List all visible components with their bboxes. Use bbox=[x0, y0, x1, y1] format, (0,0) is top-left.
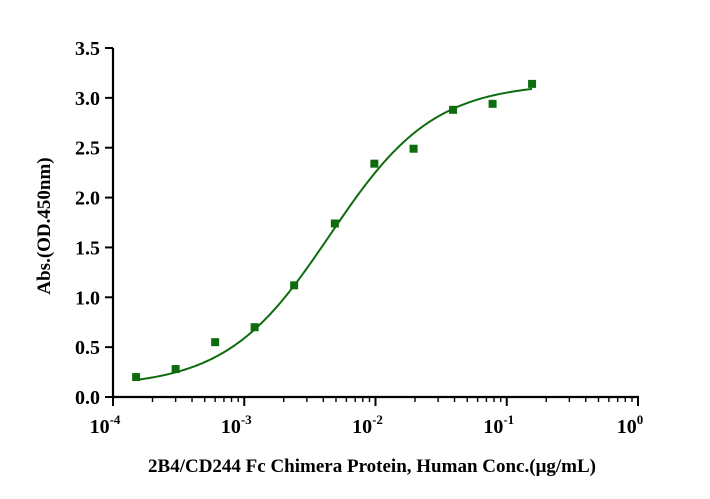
data-point bbox=[171, 365, 180, 374]
x-tick-label: 10-1 bbox=[483, 412, 514, 438]
data-point bbox=[211, 338, 220, 347]
axes: 0.0 0.5 1.0 1.5 2.0 2.5 3.0 3.5 10-4 10-3 10-2 10-1… bbox=[75, 38, 643, 438]
x-tick-label: 10-2 bbox=[352, 412, 383, 438]
x-axis-title: 2B4/CD244 Fc Chimera Protein, Human Conc… bbox=[148, 456, 596, 477]
data-point bbox=[488, 99, 497, 108]
y-tick-label: 1.0 bbox=[75, 287, 100, 309]
y-tick-label: 0.0 bbox=[75, 387, 100, 409]
fit-curve-layer bbox=[135, 87, 533, 381]
x-tick-label: 100 bbox=[617, 412, 644, 438]
y-axis-title: Abs.(OD.450nm) bbox=[34, 157, 55, 294]
data-point bbox=[330, 219, 339, 228]
data-point bbox=[409, 144, 418, 153]
data-point bbox=[290, 281, 299, 290]
data-point bbox=[132, 373, 141, 382]
x-tick-label: 10-3 bbox=[221, 412, 252, 438]
y-tick-label: 2.5 bbox=[75, 138, 100, 160]
data-point bbox=[449, 105, 458, 114]
data-point bbox=[370, 159, 379, 168]
y-tick-label: 3.5 bbox=[75, 38, 100, 60]
data-point bbox=[250, 323, 259, 332]
data-point bbox=[528, 79, 537, 88]
fit-curve bbox=[135, 87, 533, 381]
y-tick-label: 1.5 bbox=[75, 237, 100, 259]
x-tick-label: 10-4 bbox=[90, 412, 121, 438]
data-points bbox=[132, 79, 537, 382]
y-tick-label: 0.5 bbox=[75, 337, 100, 359]
y-tick-label: 2.0 bbox=[75, 188, 100, 210]
y-tick-label: 3.0 bbox=[75, 88, 100, 110]
